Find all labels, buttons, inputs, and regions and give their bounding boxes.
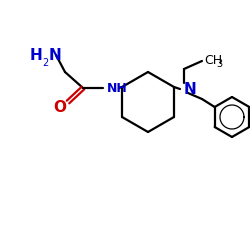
- Text: O: O: [54, 100, 66, 116]
- Text: N: N: [184, 82, 197, 96]
- Text: H: H: [29, 48, 42, 62]
- Text: CH: CH: [204, 54, 222, 66]
- Text: 2: 2: [42, 58, 48, 68]
- Text: N: N: [49, 48, 62, 62]
- Text: 3: 3: [216, 59, 222, 69]
- Text: NH: NH: [107, 82, 128, 94]
